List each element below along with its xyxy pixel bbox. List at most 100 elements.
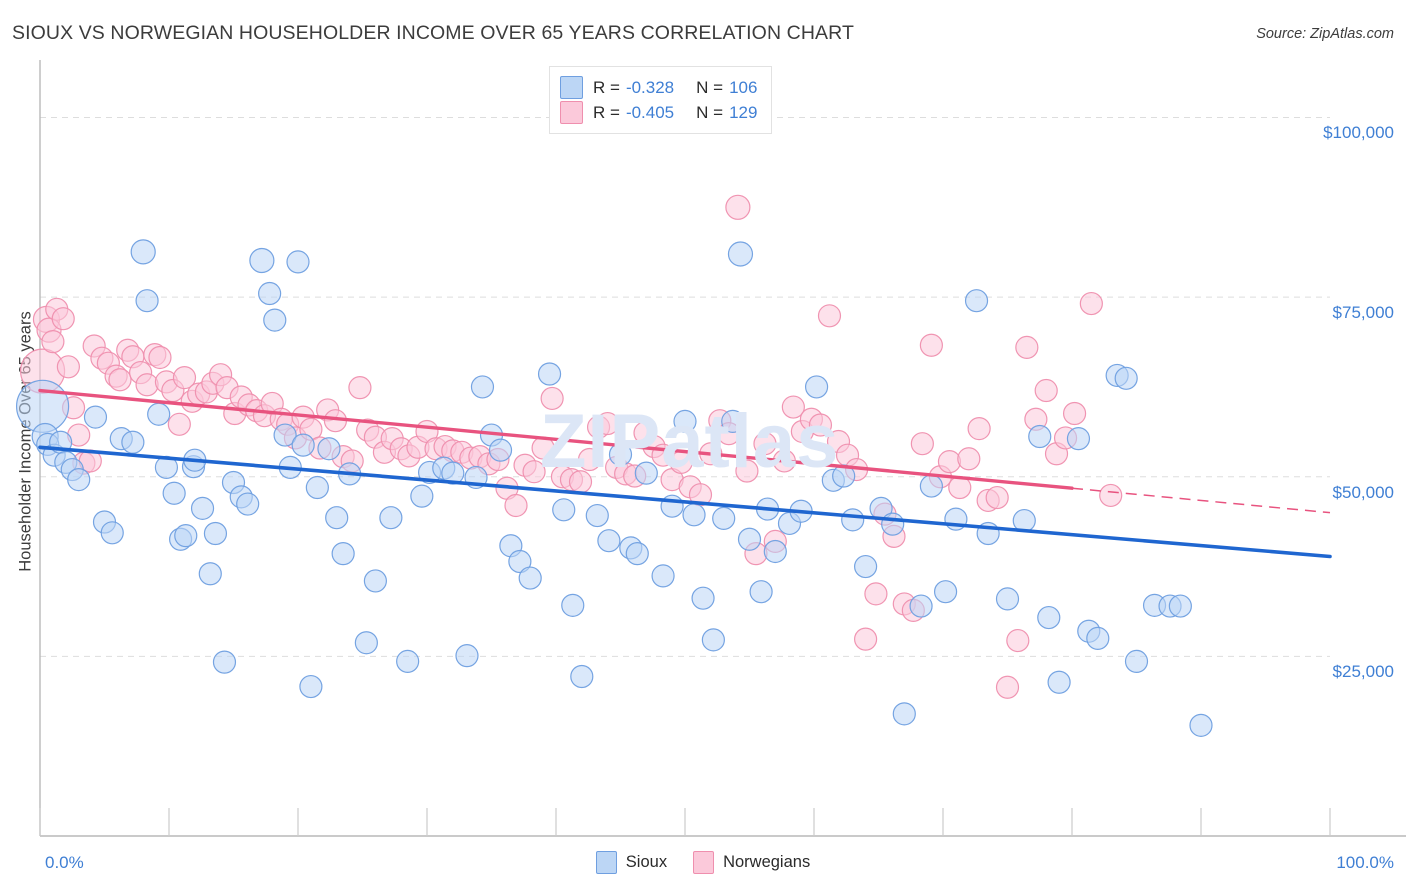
y-tick-label-75000: $75,000 — [1332, 303, 1394, 323]
data-point — [100, 521, 124, 545]
series-legend: Sioux Norwegians — [0, 851, 1406, 874]
data-point — [508, 549, 532, 574]
source-attribution: Source: ZipAtlas.com — [1256, 26, 1394, 42]
data-point — [1047, 670, 1071, 694]
data-point — [781, 395, 805, 419]
data-point — [701, 628, 725, 652]
correlation-legend-row-norwegians: R = -0.405 N = 129 — [560, 100, 757, 125]
series-label-sioux: Sioux — [625, 853, 668, 871]
data-point — [249, 247, 275, 274]
data-point — [317, 437, 341, 461]
data-point — [673, 409, 697, 434]
data-point — [470, 375, 495, 399]
data-point — [957, 447, 981, 471]
series-legend-item-sioux[interactable]: Sioux — [595, 851, 668, 874]
data-point — [625, 542, 649, 566]
data-point — [291, 433, 315, 457]
data-point — [841, 508, 865, 532]
data-point — [148, 345, 172, 370]
y-tick-label-25000: $25,000 — [1332, 662, 1394, 682]
data-point — [363, 569, 387, 593]
x-axis-min-label: 0.0% — [45, 853, 84, 872]
data-point — [1006, 628, 1030, 653]
data-point — [203, 521, 228, 546]
data-point — [273, 423, 297, 447]
data-point — [51, 307, 75, 331]
r-label-sioux: R = — [593, 77, 620, 97]
data-point — [1028, 424, 1052, 449]
legend-swatch-norwegians — [560, 101, 583, 124]
data-point — [634, 461, 658, 485]
data-point — [570, 664, 594, 689]
page-title: SIOUX VS NORWEGIAN HOUSEHOLDER INCOME OV… — [12, 22, 854, 44]
data-point — [561, 593, 585, 617]
data-point — [130, 239, 156, 265]
data-point — [172, 365, 197, 390]
data-point — [286, 250, 310, 274]
data-point — [721, 409, 745, 434]
data-point — [1099, 483, 1123, 508]
data-point — [121, 430, 145, 454]
data-point — [83, 405, 108, 429]
r-label-norwegians: R = — [593, 102, 620, 122]
series-points-norwegians — [19, 194, 1123, 699]
x-axis-max-label: 100.0% — [1336, 853, 1394, 872]
data-point — [410, 484, 434, 508]
data-point — [737, 527, 762, 551]
data-point — [135, 373, 159, 397]
series-legend-item-norwegians[interactable]: Norwegians — [693, 851, 810, 874]
data-point — [1079, 291, 1103, 316]
data-point — [595, 411, 620, 436]
data-point — [198, 562, 222, 586]
data-point — [190, 496, 215, 520]
data-point — [919, 474, 943, 498]
series-swatch-sioux — [595, 851, 617, 874]
data-point — [331, 542, 355, 566]
n-value-sioux: 106 — [729, 77, 758, 97]
data-point — [67, 468, 91, 492]
data-point — [504, 493, 528, 518]
series-points-sioux — [15, 239, 1213, 737]
data-point — [725, 194, 751, 220]
y-tick-label-100000: $100,000 — [1323, 123, 1394, 143]
data-point — [1114, 366, 1138, 390]
data-point — [881, 512, 905, 536]
data-point — [853, 554, 878, 579]
data-point — [455, 644, 479, 668]
data-point — [299, 674, 323, 699]
series-label-norwegians: Norwegians — [723, 853, 811, 871]
data-point — [174, 524, 198, 548]
r-value-sioux: -0.328 — [625, 77, 675, 97]
data-point — [995, 675, 1020, 699]
data-point — [522, 460, 546, 484]
data-point — [488, 438, 513, 462]
data-point — [1037, 605, 1061, 630]
data-point — [263, 308, 287, 332]
data-point — [379, 506, 403, 530]
data-point — [753, 432, 777, 456]
data-point — [41, 330, 65, 354]
data-point — [585, 503, 609, 528]
data-point — [236, 492, 260, 516]
correlation-legend-row-sioux: R = -0.328 N = 106 — [560, 75, 757, 100]
data-point — [1015, 335, 1039, 360]
data-point — [669, 450, 693, 474]
data-point — [540, 386, 564, 411]
data-point — [108, 368, 132, 392]
data-point — [577, 447, 602, 472]
trendline-norwegians-dashed — [1071, 487, 1331, 514]
data-point — [910, 432, 934, 456]
data-point — [808, 413, 833, 437]
data-point — [749, 580, 773, 604]
trendline-norwegians-solid — [38, 388, 1074, 490]
data-point — [212, 650, 237, 674]
data-point — [1062, 401, 1087, 426]
data-point — [727, 241, 754, 267]
data-point — [804, 375, 829, 399]
data-point — [712, 506, 736, 531]
data-point — [995, 587, 1020, 611]
data-point — [967, 417, 991, 441]
data-point — [537, 362, 562, 386]
